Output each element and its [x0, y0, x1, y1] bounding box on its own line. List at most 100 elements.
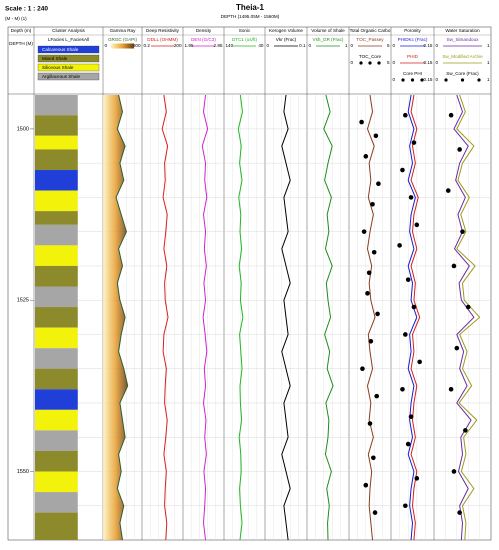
depth-tick-label: 1550 — [17, 469, 29, 475]
core-point — [403, 503, 408, 509]
depth-tick-label: 1500 — [17, 126, 29, 132]
facies-interval — [35, 471, 78, 493]
facies-interval — [35, 368, 78, 390]
facies-interval — [35, 409, 78, 431]
core-point — [372, 510, 378, 515]
facies-legend-label: Argillaceous Shale — [42, 74, 80, 79]
core-point — [375, 311, 380, 317]
facies-interval — [35, 135, 78, 150]
scale-max: 300 — [133, 43, 141, 48]
legend-dot — [444, 78, 448, 82]
scale-text: Scale : 1 : 240 — [5, 6, 48, 13]
scale-gradient — [111, 43, 134, 49]
facies-interval — [35, 307, 78, 328]
curve-name: Vkr (Frac) — [276, 37, 297, 42]
title: Theia-1 — [236, 3, 265, 12]
core-point — [411, 140, 417, 145]
legend-dot — [410, 78, 415, 82]
scale-min: 0 — [105, 43, 108, 48]
scale-max: 0.15 — [424, 77, 433, 82]
track-name: Depth (m) — [11, 28, 32, 33]
core-point — [370, 201, 375, 207]
legend-dot — [368, 61, 372, 65]
core-point — [460, 229, 465, 234]
facies-interval — [35, 450, 78, 472]
scale-min: 0.2 — [144, 43, 151, 48]
core-point — [403, 332, 408, 337]
core-point — [366, 270, 372, 276]
scale-min: 0 — [436, 43, 439, 48]
scale-min: 0 — [351, 43, 354, 48]
facies-swatch — [37, 72, 100, 81]
track-name: Density — [196, 28, 212, 33]
track-name: Deep Resistivity — [146, 28, 180, 33]
facies-swatch — [37, 45, 100, 54]
curve-name: Sw_Simandoux — [447, 37, 480, 42]
facies-interval — [35, 95, 78, 116]
core-point — [368, 339, 374, 344]
core-point — [463, 428, 468, 433]
core-point — [408, 195, 414, 200]
facies-swatch — [37, 63, 100, 72]
log-curve — [281, 94, 291, 541]
core-point — [408, 414, 414, 419]
facies-interval — [35, 190, 78, 212]
scale-min: 0 — [393, 77, 396, 82]
core-point — [376, 181, 381, 187]
curve-name: DDLL (OHMM) — [147, 37, 178, 42]
track-name: Water Saturation — [445, 28, 480, 33]
scale-max: 200 — [174, 43, 182, 48]
legend-dot — [460, 78, 465, 82]
core-point — [417, 359, 422, 365]
units-text: (M - M) (1) — [5, 16, 27, 21]
core-point — [363, 482, 369, 488]
track-name: Total Organic Carbo — [350, 28, 391, 33]
facies-interval — [35, 430, 78, 451]
depth-tick-label: 1525 — [17, 298, 29, 304]
facies-interval — [35, 348, 78, 369]
core-point — [367, 421, 373, 426]
core-point — [359, 119, 364, 125]
facies-legend-label: Siliceous Shale — [42, 65, 74, 70]
core-point — [403, 112, 408, 118]
core-point — [405, 277, 411, 282]
curve-name: Sw_Core (Frac) — [446, 71, 479, 76]
curve-name: Sw_Modified Archie — [442, 54, 483, 59]
log-curve — [323, 94, 334, 541]
core-point — [363, 154, 369, 159]
scale-max: 1 — [487, 43, 490, 48]
core-point — [365, 291, 370, 296]
scale-max: 5 — [387, 60, 390, 65]
log-curve — [201, 94, 209, 541]
facies-interval — [35, 115, 78, 136]
core-point — [373, 133, 379, 139]
facies-interval — [35, 389, 78, 410]
log-curve — [161, 94, 169, 541]
curve-name: GRGC (GAPI) — [108, 37, 138, 42]
legend-dot — [401, 78, 405, 82]
legend-dot — [477, 78, 481, 82]
facies-interval — [35, 211, 78, 225]
facies-interval — [35, 286, 78, 308]
scale-max: 40 — [258, 43, 264, 48]
track-name: Gamma Ray — [110, 28, 136, 33]
scale-min: 140 — [226, 43, 234, 48]
facies-interval — [35, 265, 78, 287]
core-point — [414, 476, 420, 481]
depth-label: DEPTH (M) — [9, 41, 33, 46]
scale-max: 0.15 — [424, 60, 433, 65]
scale-max: 5 — [387, 43, 390, 48]
track-name: Volume of Shale — [311, 28, 345, 33]
cluster-label: LFacies L_FaciesAll — [48, 37, 89, 42]
log-curve — [410, 94, 421, 541]
core-point — [405, 441, 411, 447]
facies-legend-label: Calcareous Shale — [42, 47, 79, 52]
core-point — [374, 393, 380, 399]
legend-dot — [359, 61, 363, 65]
curve-name: DEN (G/C3) — [191, 37, 216, 42]
curve-name: PHID — [407, 54, 419, 59]
curve-name: TOC_Core — [359, 54, 382, 59]
core-point — [445, 188, 451, 193]
core-point — [451, 469, 457, 474]
curve-fill — [103, 95, 128, 540]
